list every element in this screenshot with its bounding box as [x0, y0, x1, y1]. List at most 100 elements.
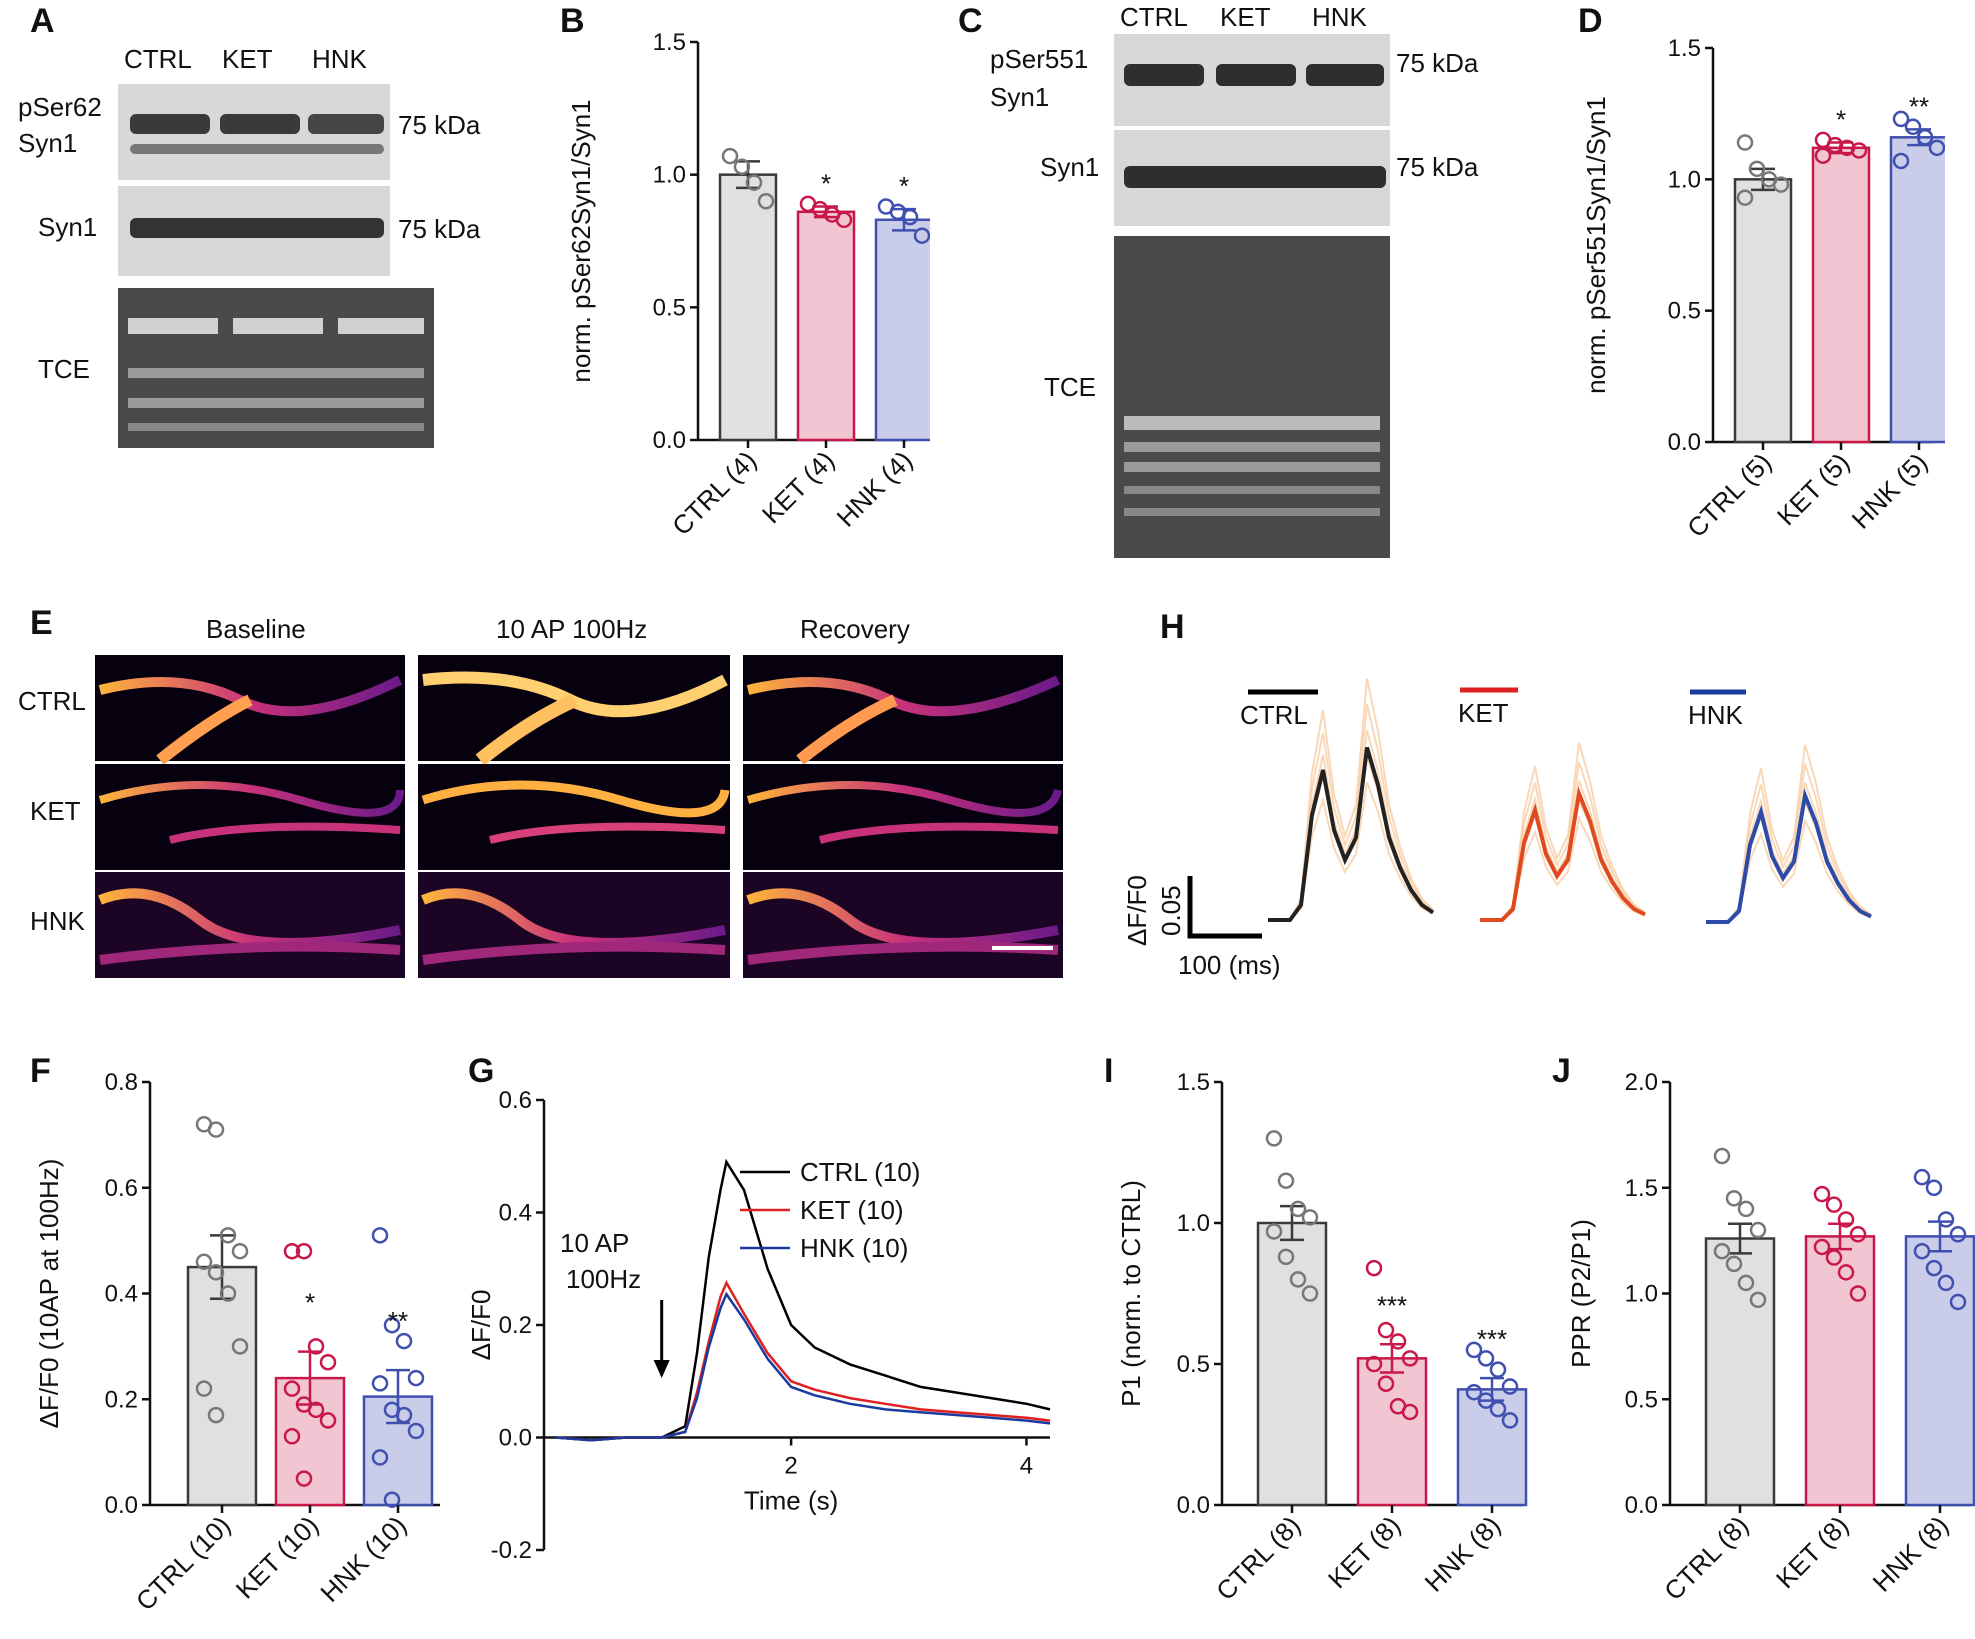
data-point — [913, 227, 930, 244]
data-point — [407, 1422, 425, 1440]
data-point — [1401, 1350, 1419, 1367]
legend-label-ket-h: KET — [1458, 698, 1509, 728]
trace-individual — [1480, 796, 1646, 921]
category-label: CTRL (5) — [1681, 447, 1777, 543]
row-label-tce-a: TCE — [38, 354, 90, 384]
chart-d: 0.0 0.5 1.0 1.5 norm. pSer551Syn1/Syn1 CTRL (… — [1581, 35, 1945, 543]
legend-label: HNK (10) — [800, 1233, 908, 1263]
data-point — [1389, 1333, 1407, 1350]
marker-75kda-a2: 75 kDa — [398, 214, 481, 244]
image-ctrl-baseline — [95, 655, 405, 765]
data-point — [1489, 1400, 1507, 1418]
data-point — [207, 1121, 225, 1138]
panel-letter-c: C — [958, 2, 983, 40]
trace-individual — [1706, 782, 1872, 923]
y-tick-label: -0.2 — [491, 1537, 532, 1564]
trace-mean — [1706, 788, 1872, 924]
trace-individual — [1480, 780, 1646, 921]
x-axis-label: Time (s) — [744, 1486, 838, 1516]
data-point — [195, 1253, 213, 1271]
y-axis-label: ΔF/F0 (10AP at 100Hz) — [34, 1159, 64, 1429]
data-point — [1713, 1147, 1731, 1165]
data-point — [395, 1406, 413, 1424]
annotation-text: 10 AP — [560, 1228, 629, 1258]
category-label: HNK (4) — [831, 445, 919, 533]
lane-label-ctrl-c: CTRL — [1120, 2, 1188, 32]
data-point — [1401, 1403, 1419, 1421]
data-point — [1277, 1172, 1295, 1189]
x-tick-label: 4 — [1020, 1453, 1033, 1480]
data-point — [231, 1338, 249, 1355]
scale-bar-h — [1187, 876, 1262, 939]
data-point — [1501, 1378, 1519, 1395]
data-point — [195, 1380, 213, 1397]
data-point — [1289, 1271, 1307, 1288]
data-point — [1904, 118, 1922, 136]
data-point — [1748, 160, 1766, 178]
chart-i: 0.0 0.5 1.0 1.5 P1 (norm. to CTRL) CTRL (8) **… — [1116, 1069, 1528, 1606]
data-point — [395, 1332, 413, 1350]
data-point — [1772, 176, 1790, 193]
data-point — [219, 1285, 237, 1302]
image-ket-baseline — [95, 764, 405, 870]
bar — [874, 218, 930, 442]
data-point — [383, 1316, 401, 1334]
trace-individual — [1706, 763, 1872, 923]
data-point — [307, 1338, 325, 1355]
row-label-syn1-c2: Syn1 — [1040, 152, 1100, 182]
data-point — [1477, 1392, 1495, 1409]
y-tick-label: 0.5 — [1177, 1351, 1210, 1378]
bar — [1811, 146, 1871, 444]
data-point — [219, 1227, 237, 1244]
y-tick-label: 1.5 — [1668, 35, 1701, 62]
data-point — [1925, 1179, 1943, 1196]
image-ket-recovery — [743, 764, 1063, 870]
y-tick-label: 1.5 — [1625, 1175, 1658, 1202]
category-label: KET (8) — [1770, 1510, 1854, 1594]
data-point — [1725, 1190, 1743, 1207]
y-tick-label: 0.5 — [653, 294, 686, 321]
data-point — [283, 1242, 301, 1260]
data-point — [1737, 1200, 1755, 1218]
lane-label-ket: KET — [222, 44, 273, 74]
legend-label: CTRL (10) — [800, 1157, 920, 1187]
data-point — [745, 174, 763, 191]
lane-label-hnk-c: HNK — [1312, 2, 1367, 32]
legend-label: KET (10) — [800, 1195, 904, 1225]
blot-syn1-c — [1114, 130, 1390, 226]
trace-individual — [1706, 817, 1872, 923]
data-point — [307, 1401, 325, 1419]
data-point — [1825, 1196, 1843, 1213]
data-point — [1849, 1285, 1867, 1302]
trace-individual — [1480, 742, 1646, 921]
row-label-hnk-e: HNK — [30, 906, 85, 936]
series-line — [555, 1291, 1051, 1442]
row-label-syn1-a1: Syn1 — [18, 128, 78, 158]
category-label: CTRL (4) — [666, 445, 762, 541]
image-hnk-baseline — [95, 872, 405, 978]
scale-label-df: ΔF/F0 — [1122, 875, 1152, 946]
y-tick-label: 1.0 — [1668, 166, 1701, 193]
data-point — [1265, 1223, 1283, 1240]
category-label: HNK (8) — [1867, 1510, 1955, 1598]
row-label-pser551: pSer551 — [990, 44, 1089, 74]
category-label: KET (4) — [756, 445, 840, 529]
row-label-ket-e: KET — [30, 796, 81, 826]
data-point — [1377, 1321, 1395, 1339]
data-point — [1737, 1274, 1755, 1292]
scale-label-005: 0.05 — [1156, 885, 1186, 936]
data-point — [231, 1242, 249, 1260]
data-point — [1301, 1209, 1319, 1226]
trace-individual — [1480, 815, 1646, 921]
y-tick-label: 0.0 — [1625, 1492, 1658, 1519]
bar — [1889, 136, 1945, 444]
image-ctrl-recovery — [743, 655, 1063, 765]
data-point — [1916, 129, 1934, 146]
y-tick-label: 0.5 — [1668, 298, 1701, 325]
category-label: CTRL (8) — [1658, 1510, 1754, 1606]
data-point — [1928, 139, 1945, 157]
chart-f: 0.0 0.2 0.4 0.6 0.8 ΔF/F0 (10AP at 100Hz) CTRL… — [34, 1069, 440, 1616]
y-tick-label: 1.0 — [653, 162, 686, 189]
data-point — [1949, 1226, 1967, 1243]
scale-label-ms: 100 (ms) — [1178, 950, 1281, 980]
